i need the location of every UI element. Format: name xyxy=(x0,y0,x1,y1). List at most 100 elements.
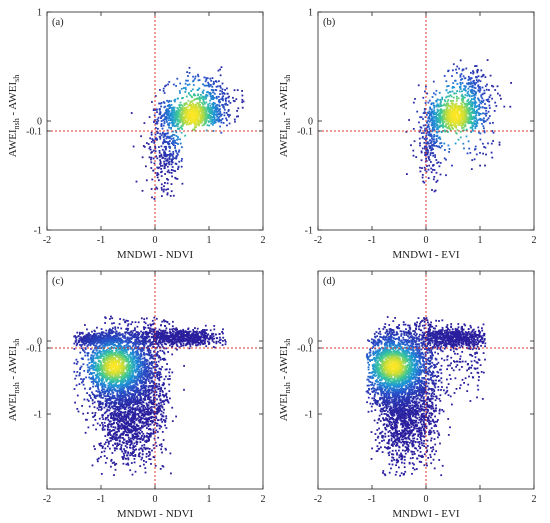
data-point xyxy=(154,441,157,444)
data-point xyxy=(137,321,140,324)
data-point xyxy=(189,345,192,348)
data-point xyxy=(145,434,148,437)
data-point xyxy=(464,94,467,96)
data-point xyxy=(475,125,478,127)
data-point xyxy=(430,112,433,115)
data-point xyxy=(210,120,212,123)
data-point xyxy=(144,326,147,329)
data-point xyxy=(440,100,442,103)
data-point xyxy=(122,456,125,458)
data-point xyxy=(116,439,118,441)
data-point xyxy=(124,430,127,432)
data-point xyxy=(475,79,478,81)
data-point xyxy=(156,342,159,345)
data-point xyxy=(138,452,141,454)
data-point xyxy=(436,118,439,121)
data-point xyxy=(478,103,481,106)
data-point xyxy=(209,329,212,332)
data-point xyxy=(439,115,441,118)
data-point xyxy=(492,140,494,142)
data-point xyxy=(178,341,181,344)
data-point xyxy=(449,129,452,131)
data-point xyxy=(164,153,167,156)
data-point xyxy=(178,127,181,130)
data-point xyxy=(128,431,131,434)
data-point xyxy=(181,108,184,111)
data-point xyxy=(102,445,104,448)
data-point xyxy=(187,75,189,77)
data-point xyxy=(465,128,468,131)
data-point xyxy=(217,85,219,88)
data-point xyxy=(189,330,192,333)
data-point xyxy=(228,95,230,98)
data-point xyxy=(149,413,152,416)
data-point xyxy=(467,75,470,78)
data-point xyxy=(132,444,135,447)
data-point xyxy=(166,158,169,161)
data-point xyxy=(140,336,143,339)
data-point xyxy=(425,160,428,162)
data-point xyxy=(219,125,221,128)
data-point xyxy=(187,104,190,107)
data-point xyxy=(475,92,477,94)
data-point xyxy=(150,408,153,411)
data-point xyxy=(155,361,158,364)
data-point xyxy=(179,329,182,332)
data-point xyxy=(82,412,85,415)
data-point xyxy=(446,100,449,103)
data-point xyxy=(165,327,168,330)
data-point xyxy=(222,95,225,98)
data-point xyxy=(127,436,130,439)
data-point xyxy=(114,418,117,421)
data-point xyxy=(164,152,166,155)
data-point xyxy=(215,114,218,117)
data-point xyxy=(144,331,147,334)
data-point xyxy=(450,95,453,98)
data-point xyxy=(169,135,172,138)
data-point xyxy=(212,130,215,132)
data-point xyxy=(441,109,444,112)
data-point xyxy=(452,108,454,111)
data-point xyxy=(441,111,444,114)
data-point xyxy=(91,398,94,401)
data-point xyxy=(427,151,429,154)
data-point xyxy=(213,118,216,120)
data-point xyxy=(474,145,477,148)
data-point xyxy=(212,123,214,126)
y-axis-label: AWEInsh - AWEIsh xyxy=(278,75,292,157)
data-point xyxy=(193,118,196,121)
data-point xyxy=(431,122,434,125)
data-point xyxy=(421,147,424,150)
data-point xyxy=(141,453,144,456)
data-point xyxy=(100,409,102,411)
data-point xyxy=(211,339,214,342)
data-point xyxy=(143,326,146,329)
data-point xyxy=(174,98,177,101)
data-point xyxy=(176,77,179,80)
data-point xyxy=(151,328,153,331)
data-point xyxy=(436,134,439,137)
data-point xyxy=(437,110,440,112)
data-point xyxy=(159,398,162,401)
data-point xyxy=(227,110,230,112)
data-point xyxy=(132,429,135,432)
data-point xyxy=(206,91,208,94)
data-point xyxy=(176,338,179,341)
data-point xyxy=(429,139,431,142)
data-point xyxy=(141,337,144,340)
data-point xyxy=(98,404,100,407)
data-point xyxy=(209,104,212,107)
data-point xyxy=(219,336,221,339)
data-point xyxy=(170,107,172,109)
data-point xyxy=(120,444,123,446)
data-point xyxy=(172,152,175,155)
data-point xyxy=(199,103,201,106)
data-point xyxy=(105,410,108,413)
data-point xyxy=(173,83,175,86)
data-point xyxy=(129,331,132,333)
data-point xyxy=(160,123,163,125)
data-point xyxy=(484,164,486,167)
data-point xyxy=(94,412,97,414)
